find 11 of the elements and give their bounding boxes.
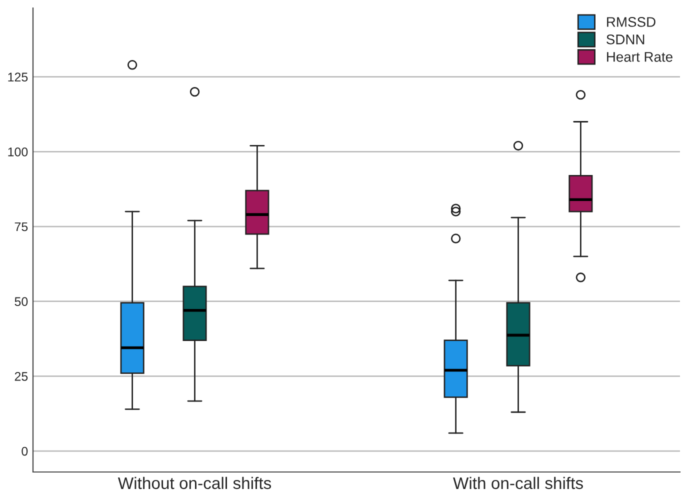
y-tick-label: 25	[14, 372, 28, 381]
legend-label: Heart Rate	[607, 52, 672, 62]
x-tick-label: With on-call shifts	[453, 476, 583, 490]
y-tick-label: 50	[14, 297, 28, 306]
y-tick-label: 0	[22, 446, 28, 456]
legend-label: RMSSD	[607, 17, 656, 27]
legend-label: SDNN	[606, 34, 644, 44]
y-tick-label: 100	[8, 147, 28, 156]
y-tick-label: 75	[14, 222, 28, 232]
y-tick-label: 125	[8, 72, 28, 82]
x-tick-label: Without on-call shifts	[118, 476, 272, 490]
